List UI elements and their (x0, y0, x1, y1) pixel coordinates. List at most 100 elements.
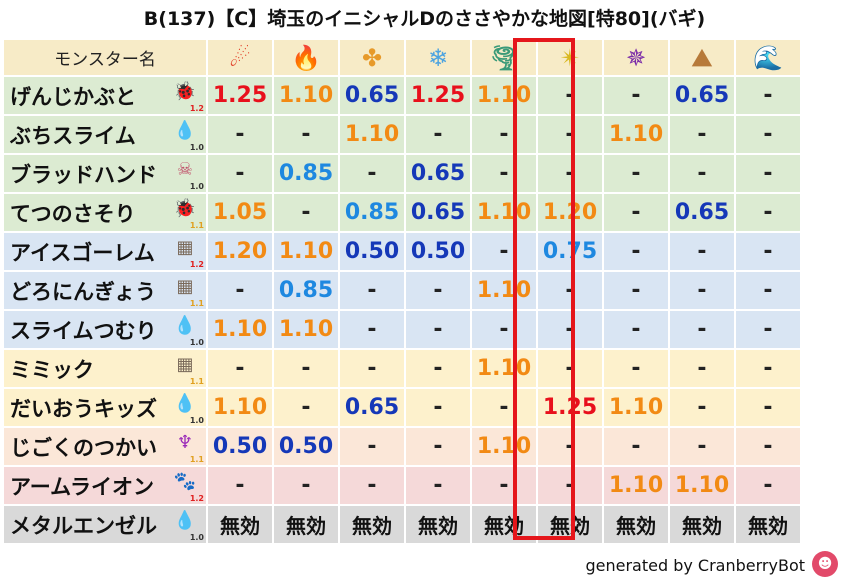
skull-icon: ☠ (176, 159, 194, 180)
resistance-value: - (208, 272, 272, 309)
page-title: B(137)【C】埼玉のイニシャルDのささやかな地図[特80](バギ) (143, 8, 706, 30)
resistance-value: 1.25 (406, 77, 470, 114)
resistance-value: - (604, 77, 668, 114)
resistance-value: - (736, 155, 800, 192)
table-row: メタルエンゼル 💧 1.0 無効 無効 無効 無効 無効 無効 無効 無効 無効 (4, 506, 800, 543)
resistance-value: - (670, 272, 734, 309)
monster-name-cell: ブラッドハンド ☠ 1.0 (4, 155, 206, 192)
table-row: てつのさそり 🐞 1.1 1.05-0.85 0.65 1.10 1.20-0.65- (4, 194, 800, 231)
earth-icon: ⛰ (691, 43, 713, 72)
resistance-value: - (736, 467, 800, 504)
resistance-value: 無効 (340, 506, 404, 543)
resistance-value: 0.75 (538, 233, 602, 270)
resistance-value: - (670, 428, 734, 465)
resistance-value: - (736, 77, 800, 114)
resistance-value: 1.25 (208, 77, 272, 114)
resistance-value: 0.85 (274, 272, 338, 309)
monster-name-cell: メタルエンゼル 💧 1.0 (4, 506, 206, 543)
footer-credit: generated by CranberryBot (585, 556, 805, 575)
resistance-value: - (538, 116, 602, 153)
resistance-value: 0.65 (406, 155, 470, 192)
monster-name: ぶちスライム (10, 123, 136, 148)
resistance-value: - (406, 311, 470, 348)
resistance-value: 1.10 (472, 194, 536, 231)
level-badge: 1.0 (189, 143, 204, 152)
resistance-value: - (604, 194, 668, 231)
slime-icon: 💧 (173, 510, 197, 531)
element-header-fire-ball: ☄ (208, 40, 272, 75)
resistance-value: 無効 (274, 506, 338, 543)
level-badge: 1.1 (189, 455, 204, 464)
resistance-value: 1.25 (538, 389, 602, 426)
monster-name: メタルエンゼル (10, 513, 157, 538)
monster-name: どろにんぎょう (10, 279, 156, 304)
resistance-value: - (538, 155, 602, 192)
resistance-value: - (736, 116, 800, 153)
resistance-value: - (670, 155, 734, 192)
resistance-value: 無効 (604, 506, 668, 543)
resistance-value: 無効 (472, 506, 536, 543)
resistance-value: - (736, 194, 800, 231)
resistance-value: - (406, 350, 470, 387)
resistance-value: 1.10 (274, 233, 338, 270)
monster-name-cell: ぶちスライム 💧 1.0 (4, 116, 206, 153)
cranberry-bot-icon: ☻ (812, 551, 838, 577)
monster-name: ブラッドハンド (10, 162, 157, 187)
resistance-value: 1.10 (472, 272, 536, 309)
resistance-value: - (670, 389, 734, 426)
resistance-value: - (406, 389, 470, 426)
element-header-wind: 🌪 (472, 40, 536, 75)
ice-icon: ❄ (427, 43, 449, 72)
monster-name: てつのさそり (10, 201, 136, 226)
resistance-value: - (538, 77, 602, 114)
resistance-value: 1.10 (274, 311, 338, 348)
water-drop-icon: 💧 (173, 393, 197, 414)
resistance-value: - (472, 389, 536, 426)
resistance-value: 0.65 (340, 389, 404, 426)
resistance-value: - (670, 116, 734, 153)
resistance-value: - (472, 311, 536, 348)
element-header-explosion: ✤ (340, 40, 404, 75)
brick-icon: ▦ (176, 276, 194, 297)
resistance-value: - (340, 428, 404, 465)
resistance-value: - (604, 233, 668, 270)
resistance-value: 0.50 (274, 428, 338, 465)
slime-icon: 💧 (173, 315, 197, 336)
level-badge: 1.1 (189, 299, 204, 308)
level-badge: 1.2 (189, 104, 204, 113)
demon-icon: ♆ (176, 432, 194, 453)
resistance-value: 無効 (736, 506, 800, 543)
insect-icon: 🐞 (173, 198, 197, 219)
brick-icon: ▦ (176, 354, 194, 375)
resistance-value: - (340, 311, 404, 348)
table-row: アイスゴーレム ▦ 1.2 1.20 1.10 0.50 0.50-0.75- - - (4, 233, 800, 270)
monster-name-cell: アームライオン 🐾 1.2 (4, 467, 206, 504)
resistance-value: 0.65 (406, 194, 470, 231)
level-badge: 1.2 (189, 494, 204, 503)
insect-icon: 🐞 (173, 81, 197, 102)
resistance-value: - (538, 350, 602, 387)
resistance-value: - (274, 350, 338, 387)
resistance-value: - (736, 350, 800, 387)
resistance-value: 0.65 (670, 194, 734, 231)
resistance-value: - (670, 350, 734, 387)
wind-icon: 🌪 (489, 43, 520, 72)
level-badge: 1.0 (189, 416, 204, 425)
resistance-value: - (406, 272, 470, 309)
level-badge: 1.1 (189, 221, 204, 230)
resistance-value: 無効 (406, 506, 470, 543)
water-icon: 🌊 (753, 43, 783, 72)
monster-name: だいおうキッズ (10, 396, 157, 421)
resistance-value: - (538, 272, 602, 309)
resistance-value: 0.50 (406, 233, 470, 270)
resistance-value: 0.85 (274, 155, 338, 192)
monster-name-cell: げんじかぶと 🐞 1.2 (4, 77, 206, 114)
light-icon: ✴ (559, 43, 581, 72)
monster-name-cell: アイスゴーレム ▦ 1.2 (4, 233, 206, 270)
monster-name-cell: ミミック ▦ 1.1 (4, 350, 206, 387)
monster-name: アイスゴーレム (10, 240, 155, 265)
resistance-value: 無効 (208, 506, 272, 543)
resistance-value: 1.10 (670, 467, 734, 504)
resistance-value: 0.50 (340, 233, 404, 270)
table-row: アームライオン 🐾 1.2- - - - - -1.10 1.10- (4, 467, 800, 504)
